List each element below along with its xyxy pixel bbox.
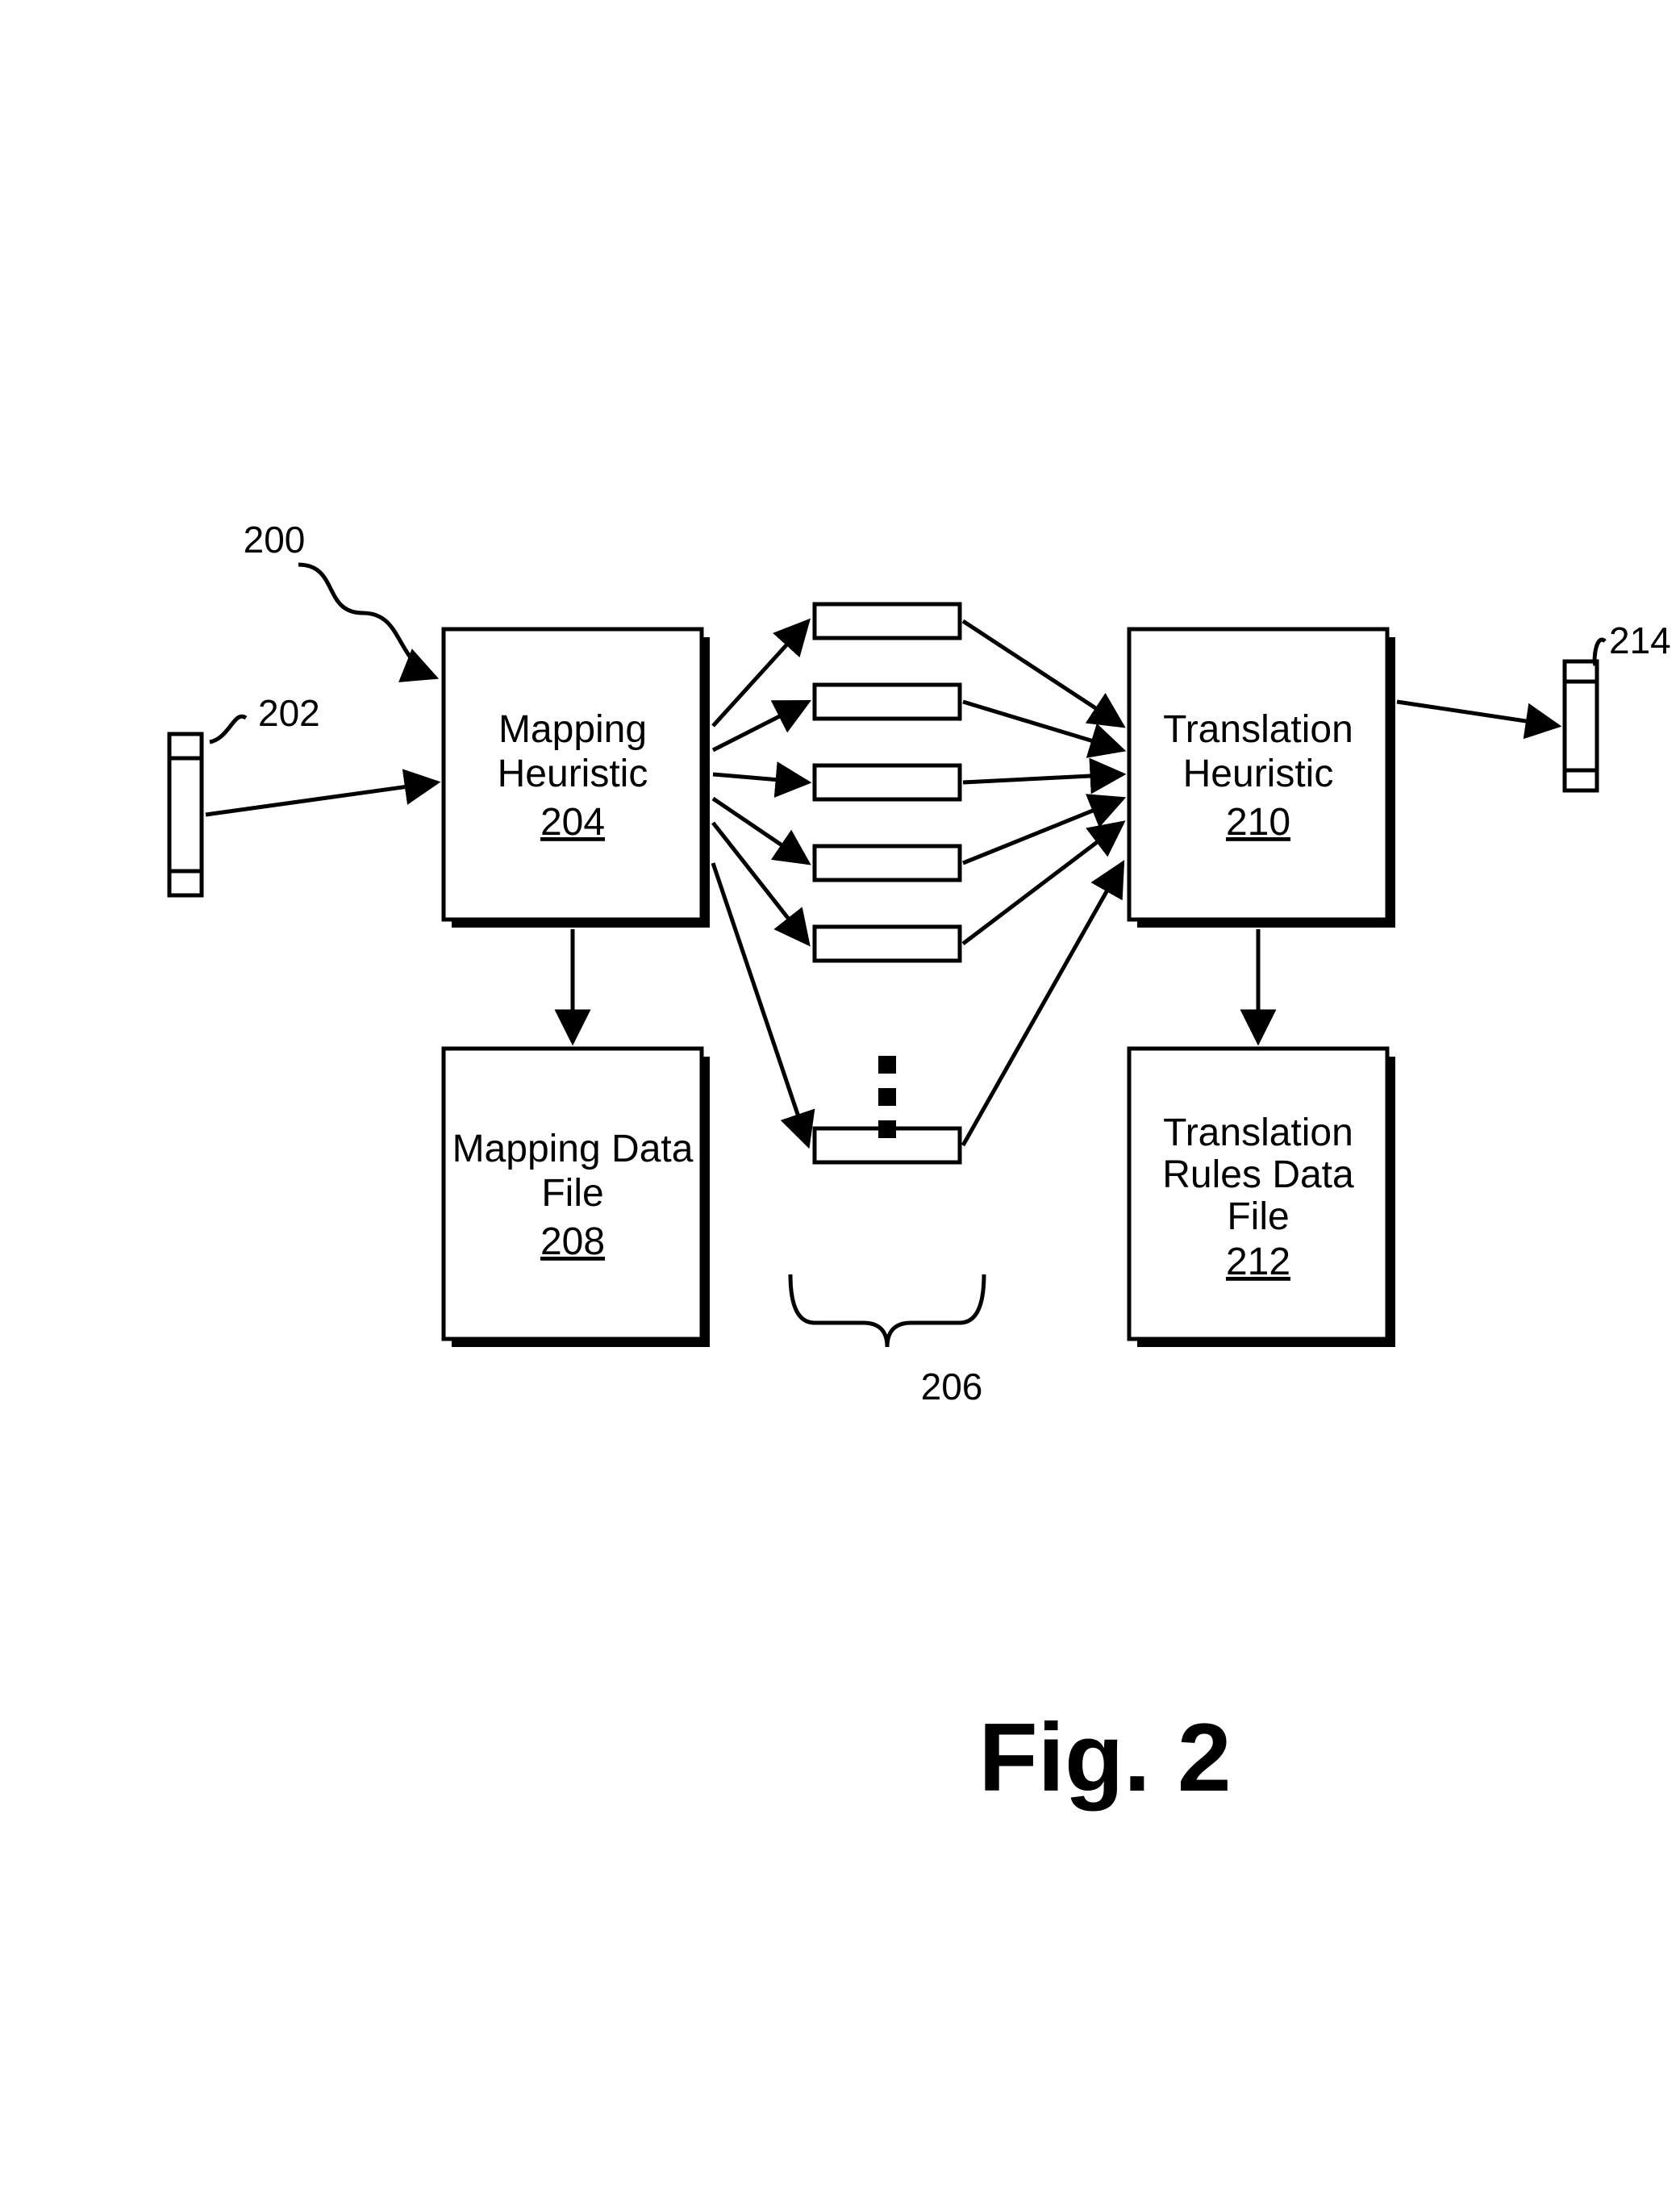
translation-file-title-1: Translation <box>1163 1111 1353 1154</box>
mapping-heuristic-title-2: Heuristic <box>498 753 648 795</box>
translation-heuristic-ref: 210 <box>1226 801 1290 844</box>
output-ref-label: 214 <box>1609 619 1671 661</box>
figure-label: Fig. 2 <box>978 1704 1231 1812</box>
mapping-file-ref: 208 <box>540 1220 605 1263</box>
system-ref-label: 200 <box>244 519 306 561</box>
ellipsis-dot <box>878 1120 896 1138</box>
intermediate-item <box>815 604 960 638</box>
ellipsis-dot <box>878 1088 896 1106</box>
translation-heuristic-title-2: Heuristic <box>1183 753 1334 795</box>
translation-file-ref: 212 <box>1226 1241 1290 1283</box>
mapping-file-title-1: Mapping Data <box>452 1128 694 1170</box>
mapping-heuristic-title-1: Mapping <box>498 708 647 751</box>
intermediate-brace <box>790 1274 984 1347</box>
translation-file-title-2: Rules Data <box>1162 1153 1354 1196</box>
input-ref-label: 202 <box>258 692 320 734</box>
input-ref-lead <box>210 716 246 742</box>
intermediate-item <box>815 927 960 961</box>
arrow-input-to-mapping <box>206 782 437 815</box>
diagram-canvas: 200202MappingHeuristic204Mapping DataFil… <box>0 0 1680 2202</box>
intermediate-item <box>815 765 960 799</box>
output-ref-lead <box>1595 640 1605 665</box>
mapping-file-title-2: File <box>541 1172 603 1215</box>
arrow-fanout-last <box>713 863 808 1145</box>
arrow-fanin-3 <box>963 799 1123 863</box>
translation-heuristic-title-1: Translation <box>1163 708 1353 751</box>
system-ref-arrow <box>298 565 436 678</box>
arrow-fanin-last <box>963 863 1123 1145</box>
output-data-bar <box>1565 661 1597 790</box>
arrow-fanout-2 <box>713 774 808 782</box>
mapping-heuristic-ref: 204 <box>540 801 605 844</box>
intermediate-item <box>815 685 960 719</box>
translation-file-title-3: File <box>1227 1195 1289 1238</box>
ellipsis-dot <box>878 1056 896 1074</box>
arrow-fanout-4 <box>713 823 808 944</box>
arrow-translation-to-output <box>1397 702 1558 726</box>
arrow-fanout-3 <box>713 799 808 863</box>
arrow-fanin-2 <box>963 774 1123 782</box>
input-data-bar <box>169 734 202 895</box>
intermediate-ref-label: 206 <box>921 1366 983 1408</box>
arrow-fanin-4 <box>963 823 1123 944</box>
intermediate-item <box>815 846 960 880</box>
